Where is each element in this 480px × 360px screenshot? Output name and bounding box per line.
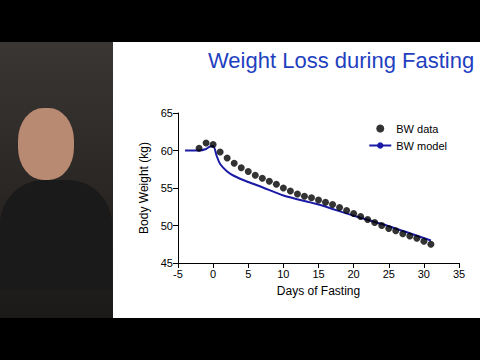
svg-text:10: 10 (277, 268, 289, 280)
svg-text:25: 25 (383, 268, 395, 280)
svg-text:0: 0 (210, 268, 216, 280)
svg-text:Weight Loss during Fasting: Weight Loss during Fasting (208, 48, 474, 73)
svg-text:5: 5 (245, 268, 251, 280)
svg-text:45: 45 (161, 257, 173, 269)
svg-text:60: 60 (161, 145, 173, 157)
svg-text:30: 30 (418, 268, 430, 280)
svg-text:65: 65 (161, 107, 173, 119)
svg-text:BW model: BW model (396, 140, 447, 152)
svg-text:55: 55 (161, 182, 173, 194)
svg-text:50: 50 (161, 220, 173, 232)
svg-text:35: 35 (453, 268, 465, 280)
svg-text:15: 15 (312, 268, 324, 280)
svg-text:BW data: BW data (396, 123, 439, 135)
svg-text:20: 20 (348, 268, 360, 280)
svg-text:Body Weight (kg): Body Weight (kg) (137, 142, 151, 234)
svg-text:-5: -5 (173, 268, 183, 280)
svg-text:Days of Fasting: Days of Fasting (277, 284, 360, 298)
